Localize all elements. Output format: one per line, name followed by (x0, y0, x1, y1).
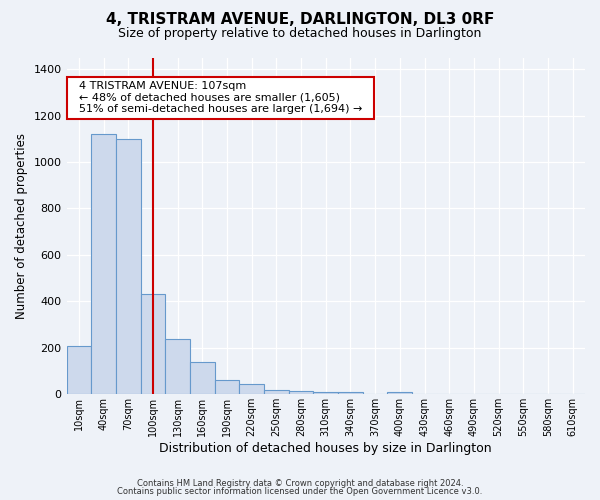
Bar (190, 362, 215, 394)
Bar (239, 384, 264, 394)
Bar (91, 134, 116, 394)
Bar (388, 392, 412, 394)
Bar (67, 346, 91, 395)
Text: 4, TRISTRAM AVENUE, DARLINGTON, DL3 0RF: 4, TRISTRAM AVENUE, DARLINGTON, DL3 0RF (106, 12, 494, 28)
Bar (289, 391, 313, 394)
Bar (338, 392, 363, 394)
Y-axis label: Number of detached properties: Number of detached properties (15, 133, 28, 319)
Bar (313, 392, 338, 394)
X-axis label: Distribution of detached houses by size in Darlington: Distribution of detached houses by size … (160, 442, 492, 455)
Bar (165, 338, 190, 394)
Text: Size of property relative to detached houses in Darlington: Size of property relative to detached ho… (118, 28, 482, 40)
Bar (140, 294, 165, 394)
Text: Contains public sector information licensed under the Open Government Licence v3: Contains public sector information licen… (118, 488, 482, 496)
Bar (264, 390, 289, 394)
Bar (215, 380, 239, 394)
Text: 4 TRISTRAM AVENUE: 107sqm
  ← 48% of detached houses are smaller (1,605)
  51% o: 4 TRISTRAM AVENUE: 107sqm ← 48% of detac… (72, 81, 369, 114)
Text: Contains HM Land Registry data © Crown copyright and database right 2024.: Contains HM Land Registry data © Crown c… (137, 478, 463, 488)
Bar (116, 139, 140, 394)
